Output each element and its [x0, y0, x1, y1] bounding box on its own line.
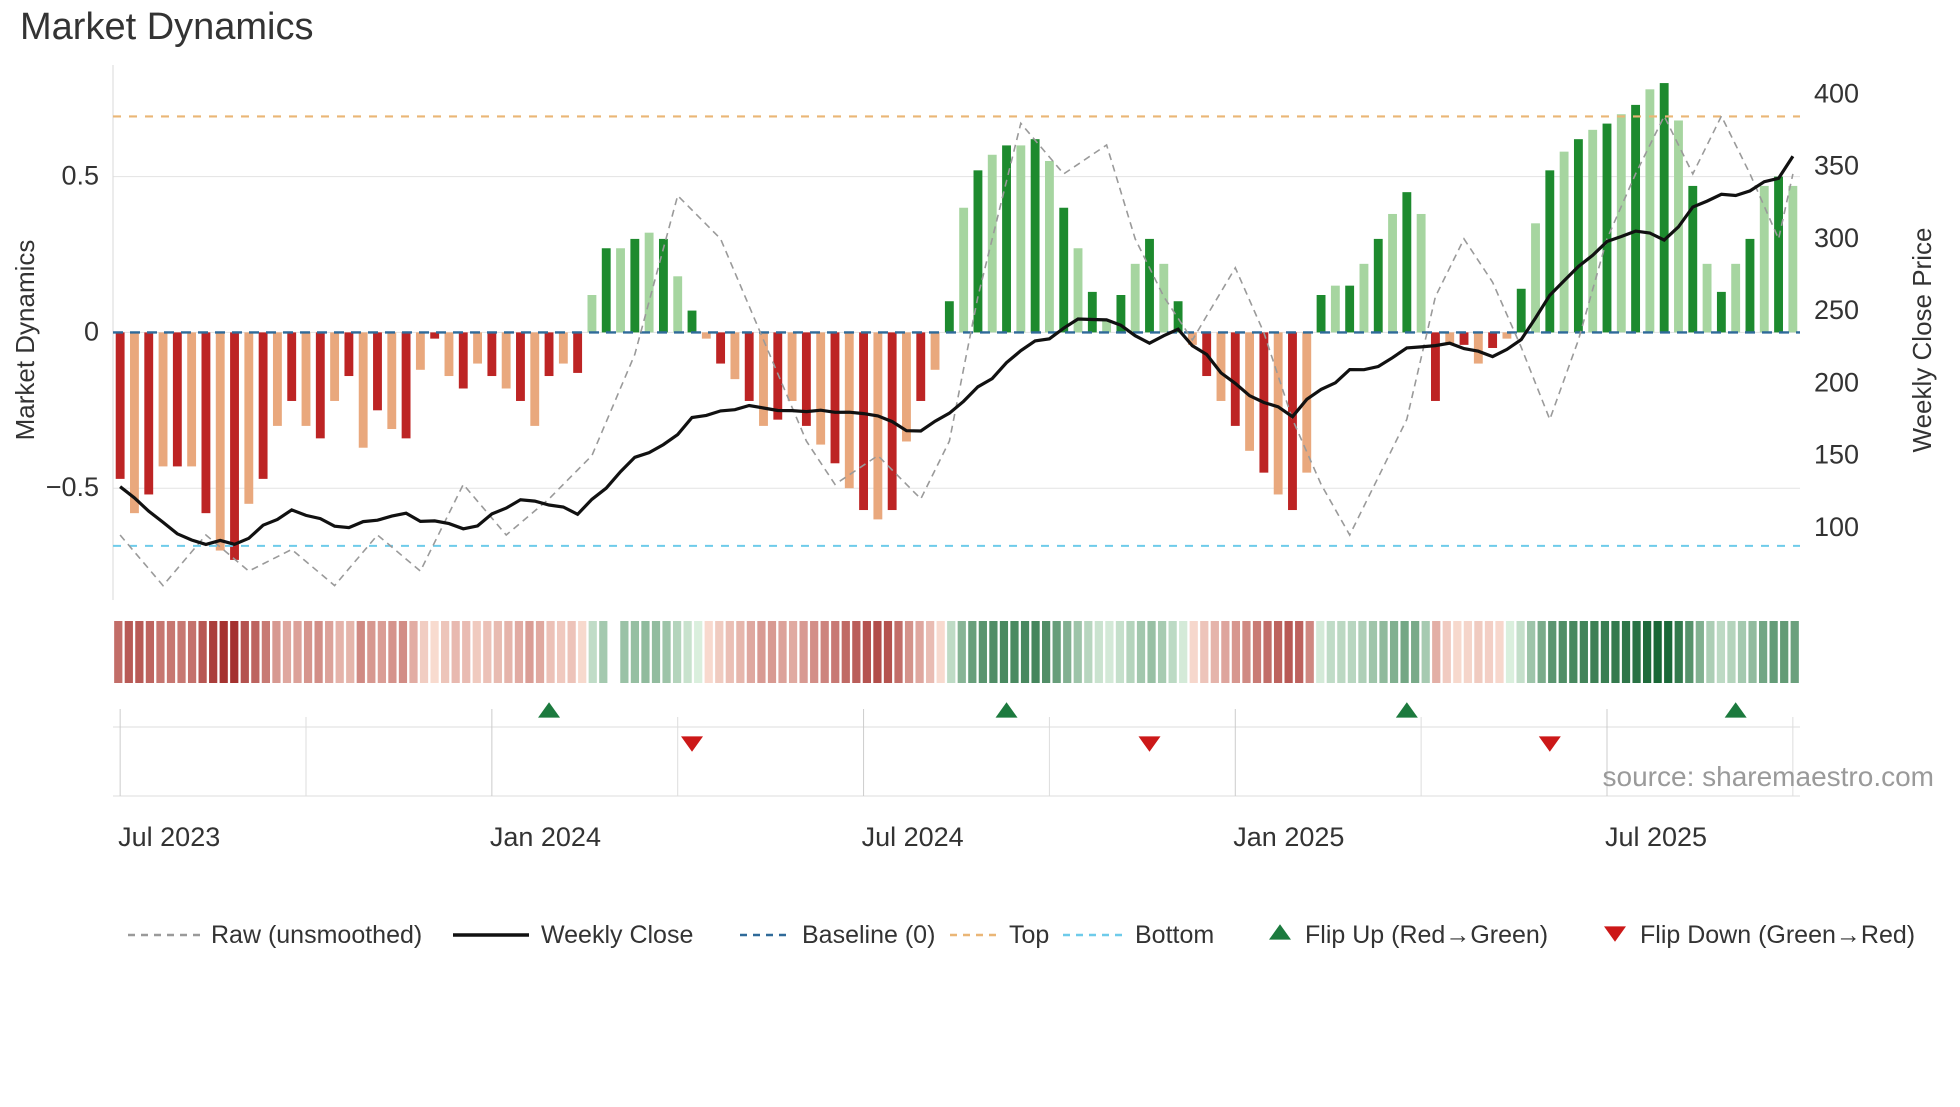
svg-text:Jan 2024: Jan 2024: [490, 822, 601, 852]
svg-text:350: 350: [1814, 151, 1859, 181]
svg-text:Weekly Close Price: Weekly Close Price: [1907, 228, 1937, 453]
svg-text:Flip Up (Red→Green): Flip Up (Red→Green): [1305, 921, 1548, 949]
svg-text:400: 400: [1814, 78, 1859, 108]
svg-text:source: sharemaestro.com: source: sharemaestro.com: [1603, 761, 1934, 792]
svg-text:Baseline (0): Baseline (0): [802, 921, 935, 949]
svg-text:Bottom: Bottom: [1135, 921, 1214, 949]
svg-text:0: 0: [84, 316, 99, 346]
svg-text:Top: Top: [1009, 921, 1049, 949]
svg-text:300: 300: [1814, 223, 1859, 253]
svg-text:Raw (unsmoothed): Raw (unsmoothed): [211, 921, 422, 949]
svg-text:100: 100: [1814, 512, 1859, 542]
svg-text:Jul 2024: Jul 2024: [862, 822, 964, 852]
svg-text:250: 250: [1814, 295, 1859, 325]
svg-text:Flip Down (Green→Red): Flip Down (Green→Red): [1640, 921, 1915, 949]
svg-text:Jul 2025: Jul 2025: [1605, 822, 1707, 852]
svg-text:0.5: 0.5: [61, 161, 99, 191]
svg-text:200: 200: [1814, 367, 1859, 397]
svg-text:Market Dynamics: Market Dynamics: [10, 240, 40, 441]
svg-text:Jul 2023: Jul 2023: [118, 822, 220, 852]
svg-text:−0.5: −0.5: [46, 472, 99, 502]
svg-text:150: 150: [1814, 440, 1859, 470]
svg-text:Jan 2025: Jan 2025: [1233, 822, 1344, 852]
svg-text:Weekly Close: Weekly Close: [541, 921, 693, 949]
